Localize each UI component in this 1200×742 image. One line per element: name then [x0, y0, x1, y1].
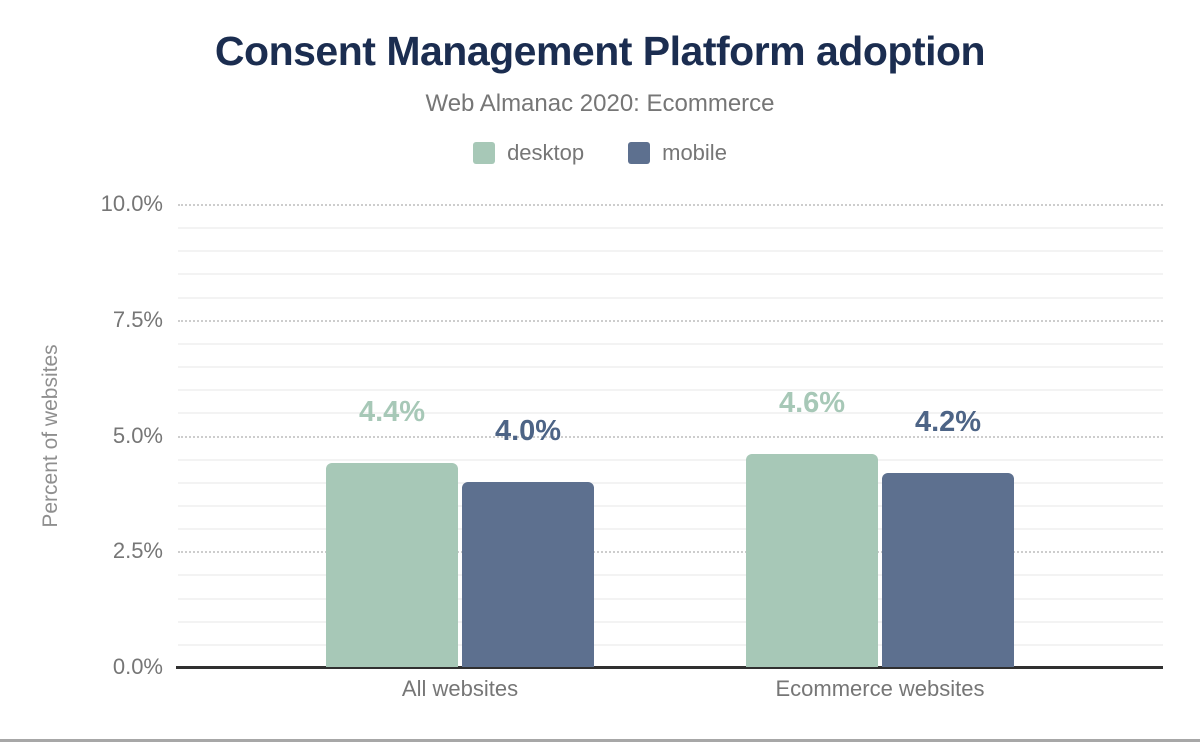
minor-gridline [178, 458, 1163, 461]
bar-desktop [746, 454, 878, 667]
minor-gridline [178, 643, 1163, 646]
minor-gridline [178, 481, 1163, 484]
legend-item-mobile: mobile [628, 140, 727, 166]
bar-group [326, 463, 594, 667]
bar-value-label-mobile: 4.0% [494, 414, 562, 447]
minor-gridline [178, 504, 1163, 507]
legend-item-desktop: desktop [473, 140, 584, 166]
minor-gridline [178, 620, 1163, 623]
bar-group [746, 454, 1014, 667]
y-tick-label: 7.5% [112, 306, 163, 332]
major-gridline [178, 551, 1163, 554]
bar-mobile [882, 472, 1014, 667]
minor-gridline [178, 342, 1163, 345]
minor-gridline [178, 412, 1163, 415]
desktop-legend-swatch [473, 142, 496, 164]
major-gridline [178, 435, 1163, 438]
bar-mobile [462, 481, 594, 667]
minor-gridline [178, 528, 1163, 531]
bottom-border [0, 739, 1200, 742]
minor-gridline [178, 250, 1163, 253]
plot-area: 4.4% 4.0% 4.6% 4.2% [176, 204, 1163, 669]
minor-gridline [178, 389, 1163, 392]
minor-gridline [178, 273, 1163, 276]
major-gridline [178, 204, 1163, 206]
x-category-label: Ecommerce websites [775, 676, 985, 701]
chart-title: Consent Management Platform adoption [214, 28, 986, 74]
y-tick-label: 0.0% [112, 654, 163, 679]
minor-gridline [178, 574, 1163, 577]
minor-gridline [178, 296, 1163, 299]
bar-value-label-desktop: 4.4% [358, 396, 426, 429]
legend-label-desktop: desktop [507, 140, 585, 165]
legend-label-mobile: mobile [662, 140, 727, 165]
minor-gridline [178, 597, 1163, 600]
legend: desktop mobile [0, 140, 1200, 166]
bar-desktop [326, 463, 458, 667]
minor-gridline [178, 366, 1163, 369]
y-tick-label: 10.0% [100, 191, 163, 216]
y-tick-label: 5.0% [112, 422, 163, 448]
bar-value-label-desktop: 4.6% [778, 387, 846, 420]
major-gridline [178, 319, 1163, 322]
x-axis-line [176, 666, 1163, 669]
chart-subtitle: Web Almanac 2020: Ecommerce [425, 90, 775, 117]
y-tick-label: 2.5% [112, 538, 163, 564]
bar-value-label-mobile: 4.2% [914, 405, 982, 438]
mobile-legend-swatch [628, 142, 651, 164]
x-category-label: All websites [401, 676, 519, 701]
minor-gridline [178, 227, 1163, 230]
